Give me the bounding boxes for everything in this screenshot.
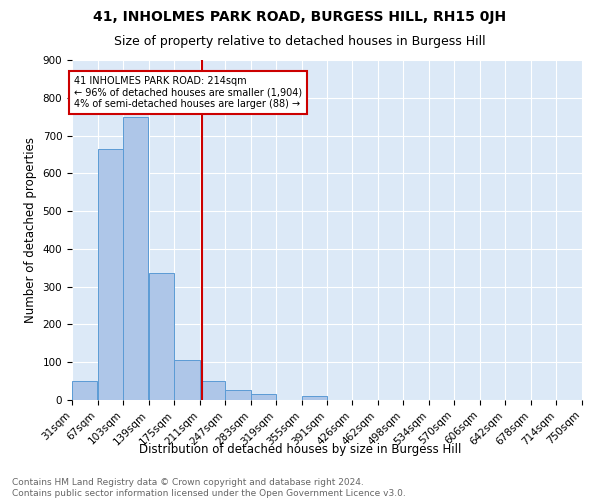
Y-axis label: Number of detached properties: Number of detached properties (24, 137, 37, 323)
Bar (98, 149, 123, 400)
Bar (200, 381, 225, 400)
Text: 41, INHOLMES PARK ROAD, BURGESS HILL, RH15 0JH: 41, INHOLMES PARK ROAD, BURGESS HILL, RH… (94, 10, 506, 24)
Bar (149, 274, 174, 400)
Bar (175, 360, 199, 400)
Bar (226, 390, 251, 400)
Bar (251, 394, 276, 400)
Text: Distribution of detached houses by size in Burgess Hill: Distribution of detached houses by size … (139, 442, 461, 456)
Text: Size of property relative to detached houses in Burgess Hill: Size of property relative to detached ho… (114, 35, 486, 48)
Text: 41 INHOLMES PARK ROAD: 214sqm
← 96% of detached houses are smaller (1,904)
4% of: 41 INHOLMES PARK ROAD: 214sqm ← 96% of d… (74, 76, 302, 109)
Bar (72, 381, 97, 400)
Bar (123, 118, 148, 400)
Bar (302, 396, 327, 400)
Text: Contains HM Land Registry data © Crown copyright and database right 2024.
Contai: Contains HM Land Registry data © Crown c… (12, 478, 406, 498)
